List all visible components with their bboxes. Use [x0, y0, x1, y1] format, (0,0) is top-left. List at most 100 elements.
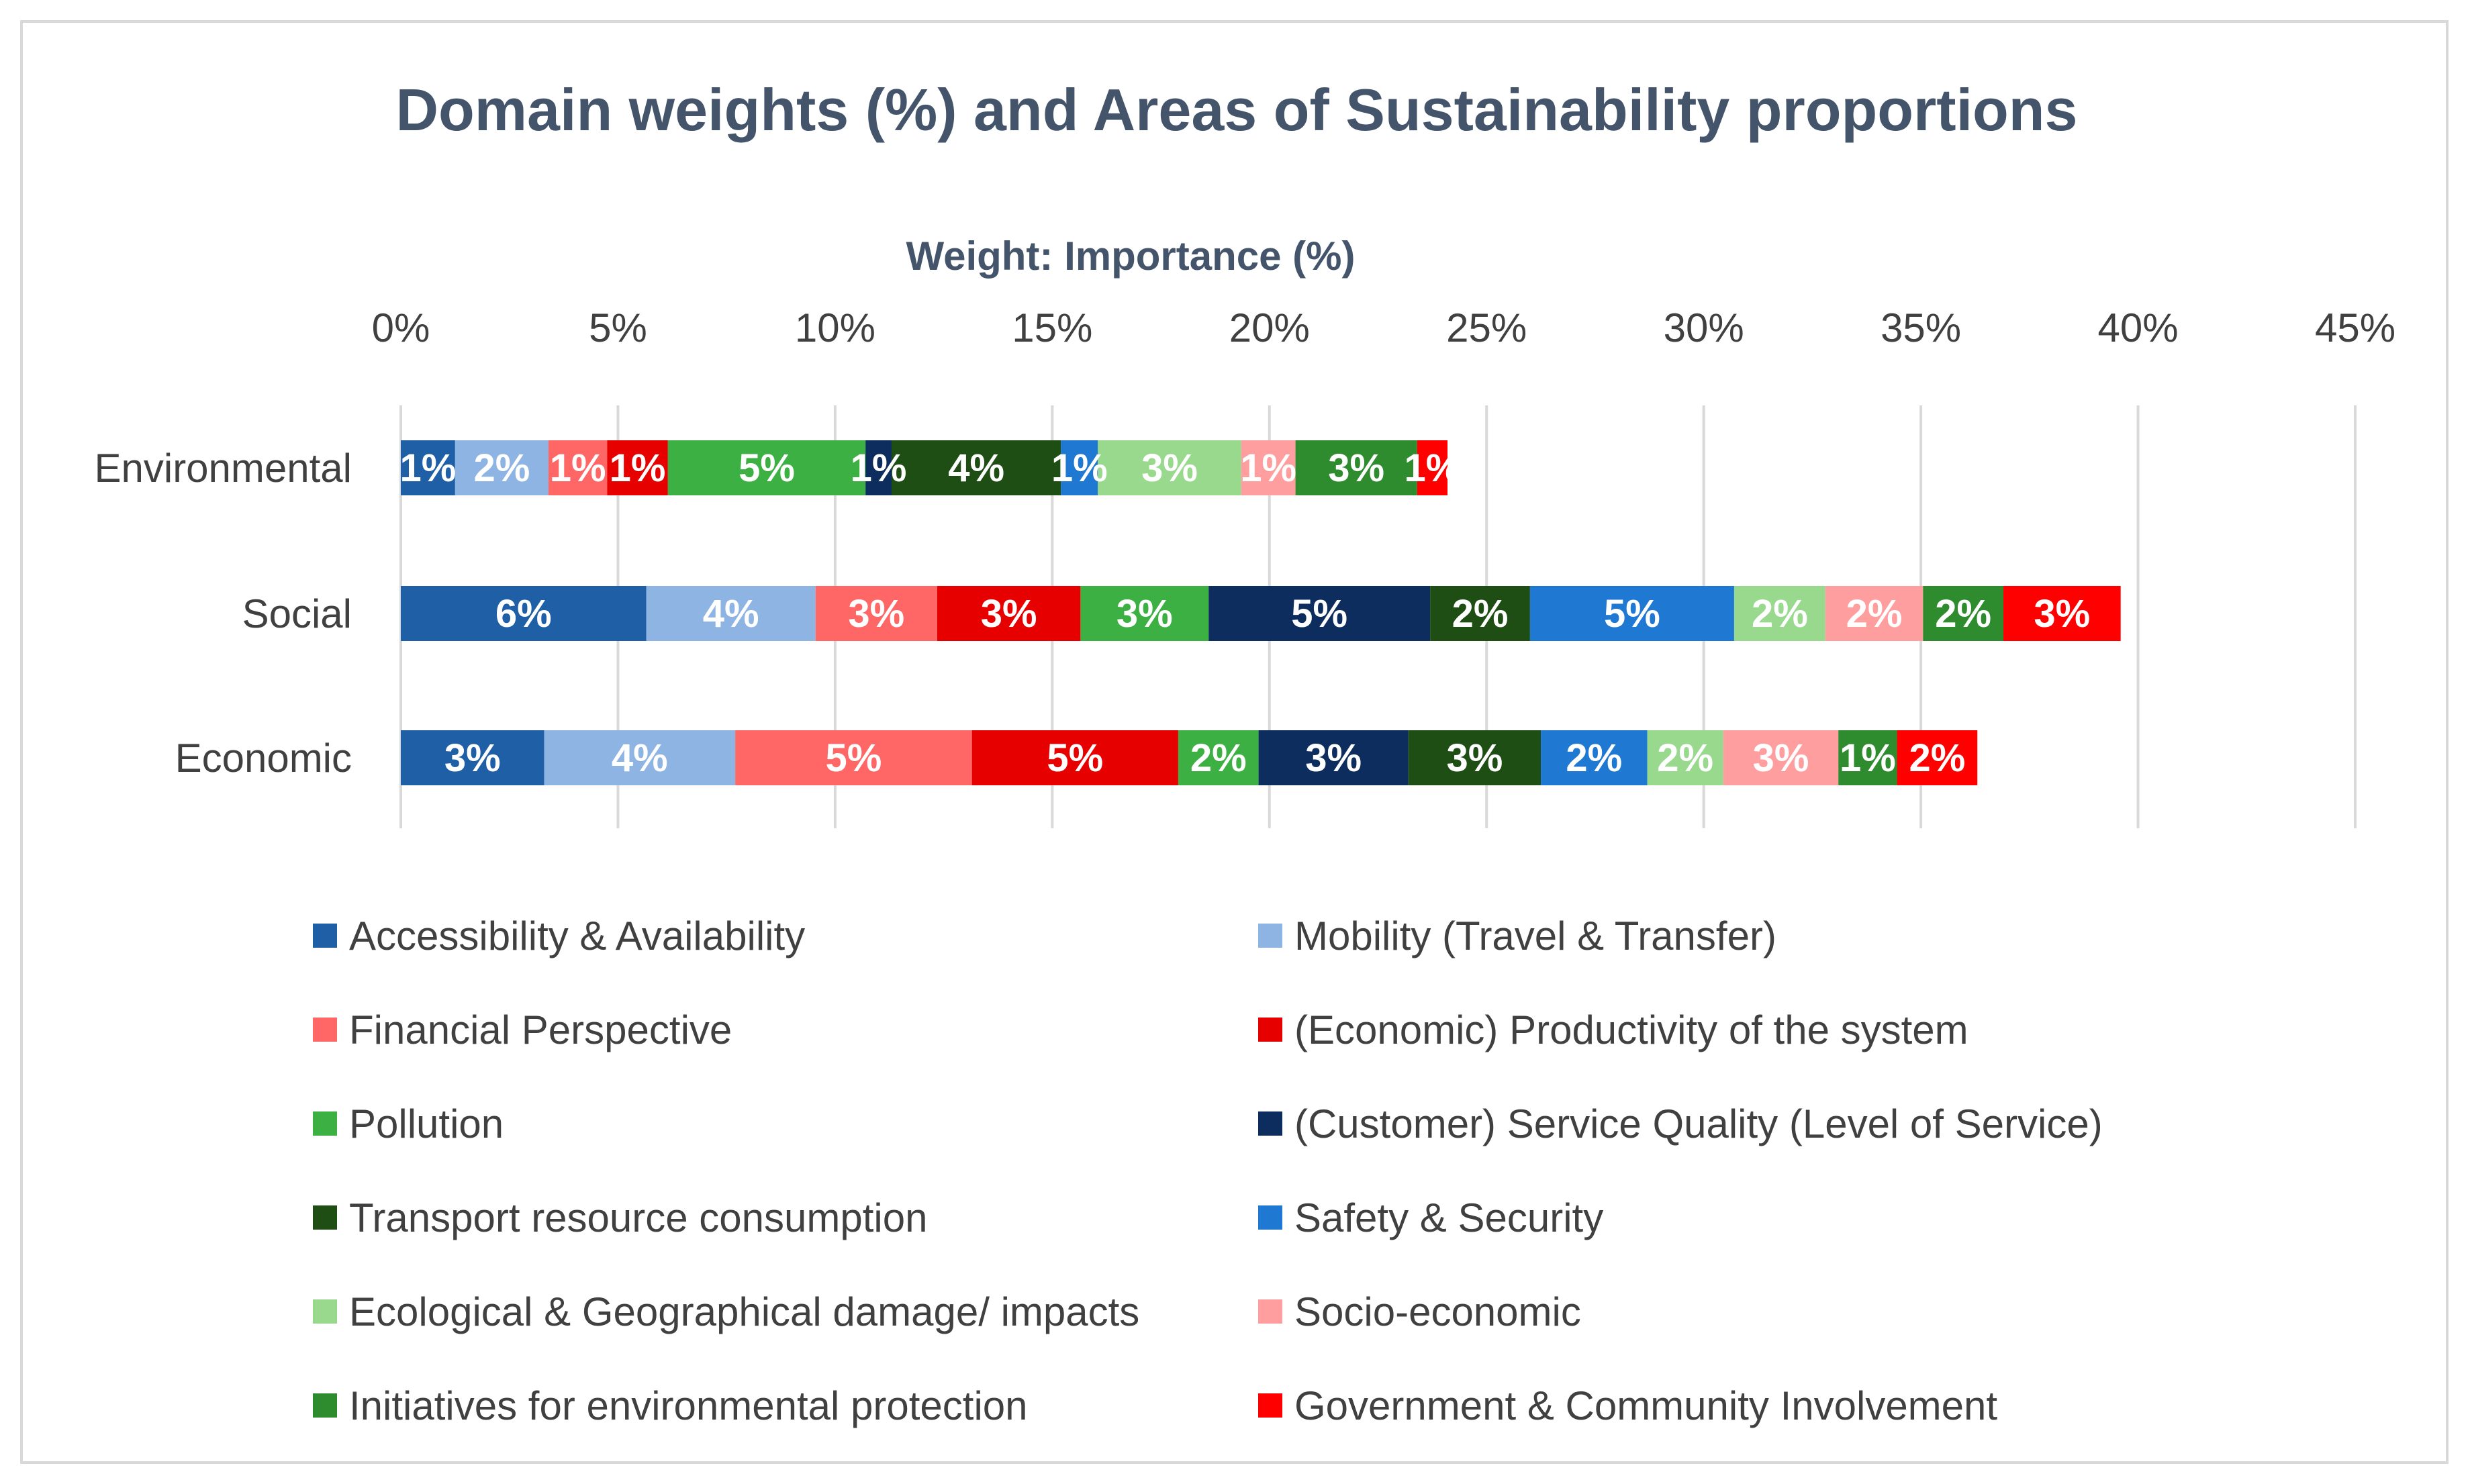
bar-segment [1838, 730, 1897, 785]
chart-title: Domain weights (%) and Areas of Sustaina… [396, 77, 2078, 143]
data-label: 3% [444, 736, 501, 780]
bar-segment [1723, 730, 1839, 785]
data-label: 4% [612, 736, 668, 780]
x-tick-label: 5% [589, 305, 647, 350]
x-tick-label: 25% [1446, 305, 1527, 350]
bar-segment [1295, 440, 1417, 495]
category-label: Economic [175, 736, 352, 781]
legend-swatch [313, 924, 337, 948]
data-label: 4% [948, 446, 1004, 490]
data-label: 3% [848, 592, 904, 636]
legend-item: Initiatives for environmental protection [313, 1383, 1028, 1428]
legend-swatch [1258, 1111, 1282, 1136]
x-tick-label: 30% [1664, 305, 1744, 350]
bar-segment [544, 730, 736, 785]
bar-segment [1061, 440, 1098, 495]
legend: Accessibility & Availability Mobility (Tr… [313, 913, 2103, 1428]
legend-label: (Customer) Service Quality (Level of Ser… [1294, 1101, 2103, 1146]
data-label: 3% [1117, 592, 1173, 636]
data-label: 1% [1840, 736, 1896, 780]
bar-segment [1408, 730, 1541, 785]
legend-swatch [313, 1111, 337, 1136]
bar-segment [971, 730, 1178, 785]
bar-segment [548, 440, 608, 495]
legend-swatch [1258, 1018, 1282, 1042]
legend-swatch [313, 1205, 337, 1230]
legend-label: Socio-economic [1294, 1289, 1581, 1334]
legend-swatch [1258, 924, 1282, 948]
data-label: 3% [1305, 736, 1362, 780]
bar-segment [646, 586, 816, 641]
data-label: 5% [825, 736, 882, 780]
data-labels: 1% 2% 1% 1% 5% 1% 4% 1% 3% 1% 3% 1%6% 4% 3% 3% 3% 5% 2% 5%… [400, 446, 2091, 780]
bar-segment [401, 586, 647, 641]
legend-item: Financial Perspective [313, 1007, 732, 1052]
bar-segments [401, 440, 2121, 785]
legend-item: Accessibility & Availability [313, 913, 805, 958]
legend-item: Pollution [313, 1101, 504, 1146]
bar-segment [1080, 586, 1209, 641]
data-label: 1% [610, 446, 666, 490]
legend-label: Safety & Security [1294, 1195, 1603, 1240]
bar-segment [1647, 730, 1723, 785]
bar-segment [1098, 440, 1241, 495]
bar-segment [1258, 730, 1409, 785]
legend-item: Socio-economic [1258, 1289, 1581, 1334]
data-label: 2% [1846, 592, 1903, 636]
bar-segment [401, 730, 544, 785]
legend-item: Transport resource consumption [313, 1195, 928, 1240]
legend-label: Ecological & Geographical damage/ impact… [349, 1289, 1139, 1334]
chart-frame: Domain weights (%) and Areas of Sustaina… [20, 20, 2449, 1464]
legend-swatch [1258, 1393, 1282, 1418]
data-label: 3% [1328, 446, 1384, 490]
legend-label: Mobility (Travel & Transfer) [1294, 913, 1776, 958]
data-label: 2% [473, 446, 530, 490]
legend-item: (Customer) Service Quality (Level of Ser… [1258, 1101, 2103, 1146]
data-label: 5% [739, 446, 795, 490]
category-label: Environmental [94, 446, 352, 491]
data-label: 1% [1051, 446, 1108, 490]
legend-label: Accessibility & Availability [349, 913, 805, 958]
bar-segment [815, 586, 937, 641]
data-label: 2% [1657, 736, 1713, 780]
data-label: 2% [1935, 592, 1991, 636]
legend-swatch [1258, 1205, 1282, 1230]
data-label: 1% [400, 446, 457, 490]
bar-segment [1430, 586, 1530, 641]
category-label: Social [242, 591, 352, 636]
bar-segment [1208, 586, 1431, 641]
legend-label: Pollution [349, 1101, 504, 1146]
data-label: 3% [1447, 736, 1503, 780]
x-tick-label: 15% [1012, 305, 1092, 350]
bar-segment [607, 440, 668, 495]
data-label: 5% [1291, 592, 1347, 636]
bar-segment [401, 440, 455, 495]
x-tick-label: 40% [2098, 305, 2179, 350]
bar-segment [1825, 586, 1923, 641]
bar-segment [1241, 440, 1296, 495]
data-label: 2% [1909, 736, 1965, 780]
x-tick-label: 35% [1881, 305, 1961, 350]
legend-swatch [313, 1299, 337, 1324]
data-label: 1% [1404, 446, 1460, 490]
data-label: 6% [495, 592, 552, 636]
data-label: 5% [1604, 592, 1660, 636]
data-label: 2% [1452, 592, 1509, 636]
data-label: 4% [703, 592, 759, 636]
data-label: 3% [2034, 592, 2090, 636]
x-axis-title: Weight: Importance (%) [906, 234, 1356, 279]
x-tick-label: 20% [1229, 305, 1310, 350]
bar-segment [1541, 730, 1648, 785]
data-label: 3% [981, 592, 1037, 636]
data-label: 3% [1141, 446, 1198, 490]
data-label: 1% [851, 446, 907, 490]
x-tick-label: 45% [2315, 305, 2395, 350]
bar-segment [1178, 730, 1259, 785]
legend-item: (Economic) Productivity of the system [1258, 1007, 1968, 1052]
legend-label: Government & Community Involvement [1294, 1383, 1997, 1428]
bar-segment [865, 440, 892, 495]
bar-segment [1733, 586, 1825, 641]
data-label: 2% [1752, 592, 1808, 636]
x-tick-label: 0% [372, 305, 430, 350]
bar-segment [1529, 586, 1734, 641]
